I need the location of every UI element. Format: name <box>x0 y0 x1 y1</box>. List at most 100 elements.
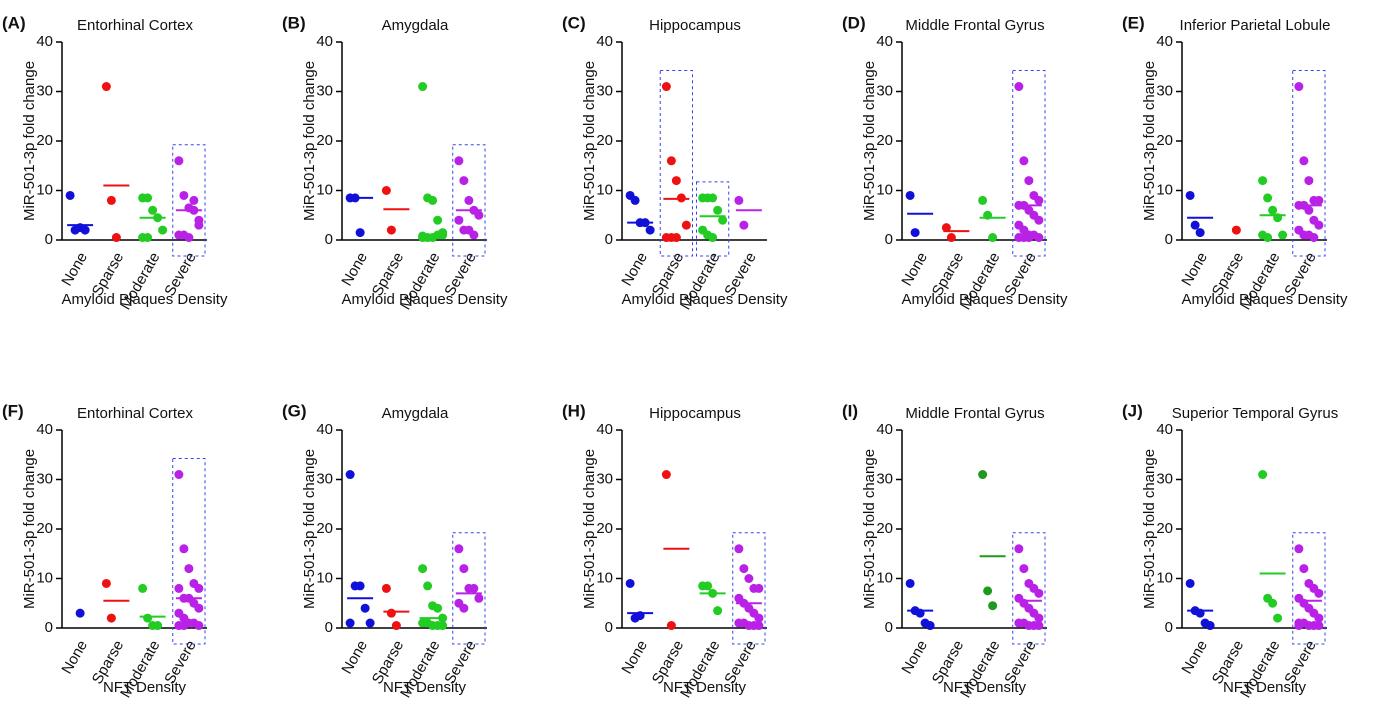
data-point <box>174 583 184 593</box>
y-tick-label: 20 <box>596 132 613 149</box>
panel: (J) Superior Temporal Gyrus MiR-501-3p fol… <box>1122 401 1338 700</box>
y-axis-label: MiR-501-3p fold change <box>581 61 598 221</box>
y-tick-label: 0 <box>45 231 53 248</box>
y-tick-label: 30 <box>316 82 333 99</box>
data-point <box>158 225 168 235</box>
data-point <box>1263 233 1273 243</box>
data-point <box>194 603 204 613</box>
x-axis-label: Amyloid Plaques Density <box>902 291 1068 308</box>
data-point <box>905 190 915 200</box>
x-tick-label: None <box>1178 249 1211 289</box>
y-tick-label: 0 <box>605 619 613 636</box>
data-point <box>65 190 75 200</box>
y-axis-label: MiR-501-3p fold change <box>861 61 878 221</box>
data-point <box>1299 156 1309 166</box>
x-axis-label: NFT Density <box>383 679 467 696</box>
data-point <box>143 613 153 623</box>
data-point <box>671 233 681 243</box>
data-point <box>1205 621 1215 631</box>
panel-label: (G) <box>282 401 307 420</box>
data-point <box>1268 205 1278 215</box>
data-point <box>179 190 189 200</box>
data-point <box>739 220 749 230</box>
data-point <box>75 608 85 618</box>
y-tick-label: 10 <box>36 569 53 586</box>
y-axis-label: MiR-501-3p fold change <box>1141 449 1158 609</box>
data-point <box>355 581 365 591</box>
x-tick-label: None <box>1178 637 1211 677</box>
x-axis-label: NFT Density <box>663 679 747 696</box>
y-tick-label: 0 <box>325 619 333 636</box>
data-point <box>459 564 469 574</box>
data-point <box>718 215 728 225</box>
x-axis-label: Amyloid Plaques Density <box>342 291 508 308</box>
data-point <box>454 544 464 554</box>
data-point <box>754 613 764 623</box>
data-point <box>739 564 749 574</box>
y-tick-label: 40 <box>36 33 53 50</box>
data-point <box>138 583 148 593</box>
data-point <box>433 215 443 225</box>
panel-label: (D) <box>842 13 866 32</box>
data-point <box>1024 176 1034 186</box>
y-tick-label: 20 <box>876 132 893 149</box>
y-tick-label: 20 <box>1156 132 1173 149</box>
y-tick-label: 0 <box>885 619 893 636</box>
data-point <box>713 205 723 215</box>
x-tick-label: None <box>618 637 651 677</box>
panel-title: Amygdala <box>382 405 449 422</box>
y-tick-label: 30 <box>316 470 333 487</box>
data-point <box>365 618 375 628</box>
x-tick-label: None <box>338 249 371 289</box>
y-axis-label: MiR-501-3p fold change <box>861 449 878 609</box>
y-axis-label: MiR-501-3p fold change <box>581 449 598 609</box>
data-point <box>438 621 448 631</box>
data-point <box>708 193 718 203</box>
data-point <box>360 603 370 613</box>
data-point <box>1273 613 1283 623</box>
y-tick-label: 0 <box>1165 619 1173 636</box>
y-tick-label: 30 <box>596 82 613 99</box>
panel-label: (I) <box>842 401 858 420</box>
y-tick-label: 10 <box>596 569 613 586</box>
y-tick-label: 0 <box>1165 231 1173 248</box>
data-point <box>661 470 671 480</box>
panel: (B) Amygdala MiR-501-3p fold change Amyloid… <box>282 13 508 312</box>
y-tick-label: 10 <box>36 181 53 198</box>
y-tick-label: 0 <box>885 231 893 248</box>
panel-title: Amygdala <box>382 17 449 34</box>
highlight-box <box>172 458 206 645</box>
data-point <box>345 618 355 628</box>
data-point <box>1314 195 1324 205</box>
data-point <box>1024 233 1034 243</box>
data-point <box>681 220 691 230</box>
data-point <box>381 583 391 593</box>
y-tick-label: 0 <box>45 619 53 636</box>
panel-label: (J) <box>1122 401 1143 420</box>
y-tick-label: 10 <box>1156 569 1173 586</box>
data-point <box>661 82 671 92</box>
data-point <box>1034 621 1044 631</box>
data-point <box>454 156 464 166</box>
y-tick-label: 20 <box>876 520 893 537</box>
highlight-box <box>1292 70 1326 257</box>
data-point <box>1034 215 1044 225</box>
data-point <box>174 470 184 480</box>
y-tick-label: 30 <box>876 82 893 99</box>
panel: (C) Hippocampus MiR-501-3p fold change Amyl… <box>562 13 788 312</box>
data-point <box>988 233 998 243</box>
data-point <box>189 195 199 205</box>
y-tick-label: 20 <box>316 132 333 149</box>
data-point <box>978 195 988 205</box>
data-point <box>143 233 153 243</box>
data-point <box>386 608 396 618</box>
panel-title: Superior Temporal Gyrus <box>1172 405 1338 422</box>
y-axis-label: MiR-501-3p fold change <box>301 449 318 609</box>
y-tick-label: 20 <box>316 520 333 537</box>
data-point <box>433 603 443 613</box>
data-point <box>744 574 754 583</box>
data-point <box>418 82 428 92</box>
panel-title: Inferior Parietal Lobule <box>1180 17 1331 34</box>
data-point <box>1294 621 1304 631</box>
